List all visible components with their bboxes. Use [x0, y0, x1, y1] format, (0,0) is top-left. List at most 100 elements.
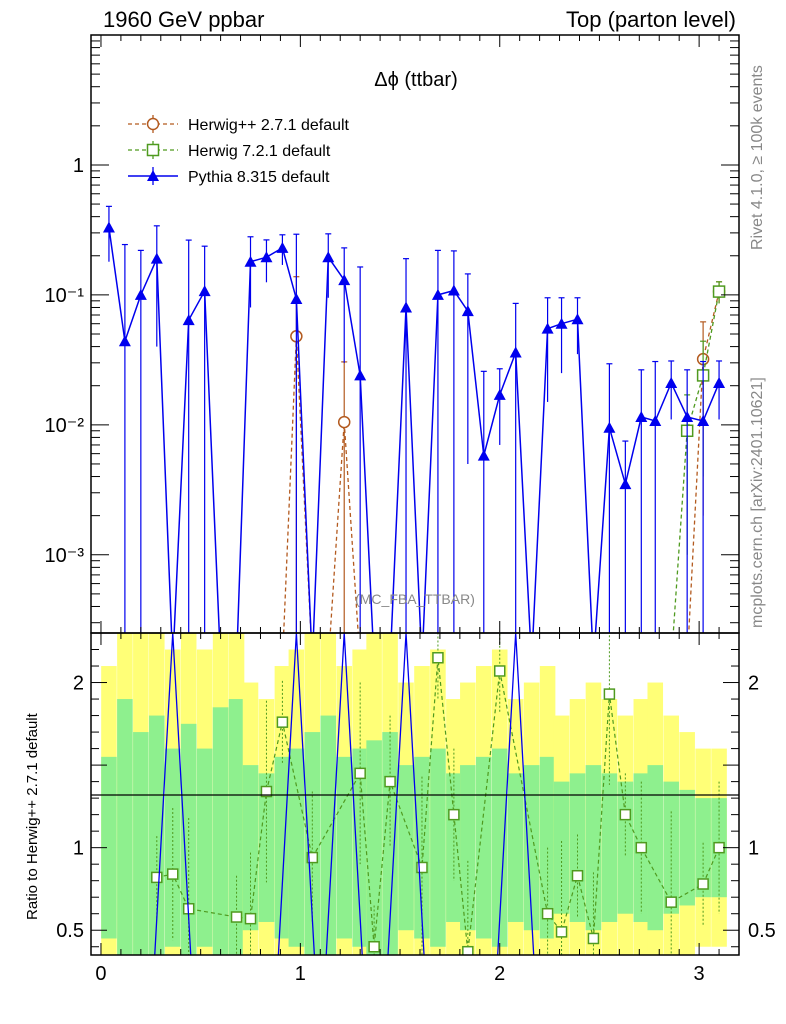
ratio-point-herwig7: [448, 808, 460, 821]
ratio-point-herwig7: [603, 688, 616, 700]
ratio-y-tick-label: 2: [748, 673, 759, 695]
header-left: 1960 GeV ppbar: [103, 7, 264, 32]
ratio-point-herwig7: [260, 785, 273, 798]
rivet-version-label: Rivet 4.1.0, ≥ 100k events: [749, 65, 766, 250]
ratio-line-pythia8: [387, 633, 425, 955]
legend: Herwig++ 2.7.1 default Herwig 7.2.1 defa…: [128, 115, 350, 186]
ratio-point-herwig7: [276, 716, 289, 728]
ratio-point-herwig7: [354, 767, 366, 780]
ratio-y-tick-label: 1: [73, 838, 84, 860]
ratio-point-herwig7: [368, 940, 380, 953]
chart-title: Δϕ (ttbar): [374, 69, 457, 91]
data-point-pythia8: [198, 285, 211, 297]
series-line-pythia8: [108, 227, 720, 633]
data-point-pythia8: [354, 369, 367, 381]
y-tick-label: 10⁻³: [45, 545, 85, 567]
ratio-point-herwig7: [697, 878, 709, 890]
legend-marker-square-icon: [146, 143, 160, 157]
ratio-band-1sigma: [336, 756, 352, 939]
data-point-pythia8: [555, 317, 568, 329]
ratio-band-1sigma: [553, 781, 570, 914]
data-point-pythia8: [276, 241, 289, 253]
ratio-band-1sigma: [523, 765, 540, 931]
ratio-point-herwig7: [587, 932, 600, 945]
ratio-band-1sigma: [460, 765, 476, 931]
data-point-pythia8: [681, 410, 694, 422]
legend-entry-herwig7: Herwig 7.2.1 default: [128, 141, 331, 160]
ratio-point-herwig7: [416, 861, 428, 874]
data-point-pythia8: [134, 288, 147, 300]
x-tick-label: 1: [295, 963, 306, 985]
ratio-point-herwig7: [635, 841, 648, 854]
ratio-band-1sigma: [430, 748, 446, 947]
data-point-pythia8: [619, 478, 632, 490]
ratio-y-tick-label: 1: [748, 838, 759, 860]
data-point-pythia8: [603, 421, 616, 433]
ratio-band-1sigma: [507, 773, 524, 922]
ratio-band-1sigma: [196, 748, 213, 947]
ratio-point-herwig7: [555, 926, 568, 938]
ratio-point-herwig7: [306, 851, 319, 864]
ratio-point-herwig7: [571, 869, 584, 882]
ratio-point-herwig7: [493, 665, 506, 677]
ratio-band-1sigma: [149, 715, 165, 955]
ratio-band-1sigma: [164, 748, 181, 947]
ratio-point-herwig7: [384, 775, 396, 788]
ratio-band-1sigma: [679, 789, 695, 906]
legend-marker-circle-icon: [146, 117, 160, 131]
data-point-pythia8: [697, 415, 710, 427]
x-tick-label: 3: [694, 963, 705, 985]
ratio-point-herwig7: [244, 912, 257, 925]
data-point-pythia8: [150, 252, 163, 264]
ratio-band-1sigma: [601, 773, 618, 922]
y-tick-label: 10⁻²: [45, 415, 85, 437]
data-point-pythia8: [665, 376, 678, 388]
ratio-frame: [90, 632, 740, 956]
ratio-line-pythia8: [325, 633, 363, 955]
data-point-herwig7: [712, 285, 726, 298]
ratio-band-1sigma: [101, 756, 117, 939]
ratio-line-pythia8: [497, 633, 535, 955]
data-point-herwigpp: [337, 415, 351, 429]
data-point-pythia8: [635, 410, 648, 422]
ratio-band-1sigma: [446, 773, 462, 922]
x-tick-label: 0: [95, 963, 106, 985]
ratio-point-herwig7: [462, 945, 474, 955]
analysis-tag: (MC_FBA_TTBAR): [355, 591, 475, 607]
data-point-pythia8: [461, 305, 474, 317]
data-point-pythia8: [649, 415, 662, 427]
ratio-point-herwig7: [230, 911, 243, 923]
y-tick-label: 1: [73, 155, 84, 177]
legend-entry-herwigpp: Herwig++ 2.7.1 default: [128, 115, 350, 134]
ratio-line-pythia8: [154, 633, 192, 955]
mcplots-label: mcplots.cern.ch [arXiv:2401.10621]: [749, 377, 766, 628]
legend-label-pythia8: Pythia 8.315 default: [188, 169, 330, 186]
ratio-y-axis-label: Ratio to Herwig++ 2.7.1 default: [24, 712, 41, 920]
ratio-point-herwig7: [151, 871, 163, 884]
ratio-point-herwig7: [619, 808, 632, 821]
data-point-pythia8: [509, 346, 522, 358]
y-tick-label: 10⁻¹: [45, 285, 85, 307]
data-point-pythia8: [571, 313, 584, 325]
data-point-pythia8: [493, 388, 506, 400]
ratio-point-herwig7: [713, 841, 725, 854]
ratio-y-tick-label: 0.5: [56, 920, 84, 942]
data-point-pythia8: [260, 251, 273, 263]
data-point-pythia8: [541, 322, 554, 334]
ratio-y-tick-label: 0.5: [748, 920, 776, 942]
data-point-pythia8: [244, 255, 257, 267]
ratio-series: [151, 633, 725, 955]
data-point-pythia8: [322, 251, 335, 263]
ratio-point-herwig7: [541, 907, 554, 920]
main-series: [102, 205, 726, 633]
data-point-pythia8: [400, 301, 413, 313]
ratio-uncertainty-bands: [101, 633, 727, 955]
data-point-pythia8: [182, 314, 195, 326]
ratio-band-1sigma: [476, 756, 492, 939]
data-point-pythia8: [431, 288, 444, 300]
header-right: Top (parton level): [566, 7, 736, 32]
ratio-band-1sigma: [133, 732, 149, 955]
ratio-band-1sigma: [288, 748, 305, 947]
data-point-pythia8: [713, 376, 726, 388]
ratio-band-1sigma: [320, 715, 337, 955]
